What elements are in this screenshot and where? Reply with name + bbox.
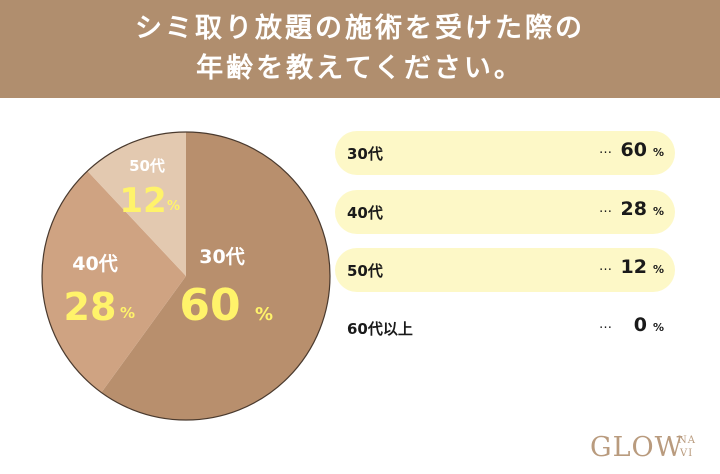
pie-label-age: 30代	[199, 246, 244, 268]
logo-wordmark: GLOW	[590, 432, 684, 463]
pie-label-value: 28	[64, 285, 117, 329]
pie-slice-50s	[87, 132, 186, 276]
chart-title-line-1: シミ取り放題の施術を受けた際の	[135, 13, 585, 44]
legend-leader: …	[599, 201, 612, 216]
legend-item-50s: 50代 … 12 %	[335, 248, 675, 292]
legend-pct: %	[653, 321, 665, 334]
chart-title-line-2: 年齢を教えてください。	[196, 53, 524, 84]
pie-slice-40s	[41, 171, 186, 393]
legend-leader: …	[599, 142, 612, 157]
pie-label-age: 40代	[72, 253, 117, 275]
legend-pct: %	[653, 205, 665, 218]
glow-navi-logo: GLOW NA VI	[590, 432, 710, 468]
legend-value: 28	[620, 198, 647, 220]
legend-label: 30代	[347, 144, 383, 163]
pie-label-40s: 40代 28 %	[64, 253, 135, 329]
logo-sub-bottom: VI	[680, 448, 694, 459]
legend-pct: %	[653, 263, 665, 276]
pie-label-pct: %	[167, 199, 180, 214]
pie-chart: 30代 60 % 40代 28 % 50代 12 %	[41, 131, 331, 421]
legend-label: 50代	[347, 261, 383, 280]
legend-item-30s: 30代 … 60 %	[335, 131, 675, 175]
legend-label: 40代	[347, 203, 383, 222]
legend-label: 60代以上	[347, 319, 413, 338]
legend-leader: …	[599, 259, 612, 274]
pie-label-value: 60	[179, 280, 240, 331]
legend-value: 12	[620, 256, 647, 278]
pie-label-30s: 30代 60 %	[179, 246, 273, 331]
legend-value: 60	[620, 139, 647, 161]
pie-outline	[41, 131, 331, 421]
pie-label-age: 50代	[129, 157, 165, 175]
legend-pct: %	[653, 146, 665, 159]
legend-leader: …	[599, 317, 612, 332]
logo-sub-top: NA	[678, 435, 696, 446]
pie-label-50s: 50代 12 %	[119, 157, 180, 221]
pie-slice-30s	[101, 132, 330, 420]
legend-item-40s: 40代 … 28 %	[335, 190, 675, 234]
chart-title: シミ取り放題の施術を受けた際の 年齢を教えてください。	[0, 0, 720, 98]
pie-label-pct: %	[120, 304, 135, 322]
legend-item-60s-plus: 60代以上 … 0 %	[335, 306, 675, 350]
legend-value: 0	[633, 314, 647, 336]
pie-label-pct: %	[255, 304, 273, 325]
pie-label-value: 12	[119, 181, 166, 221]
